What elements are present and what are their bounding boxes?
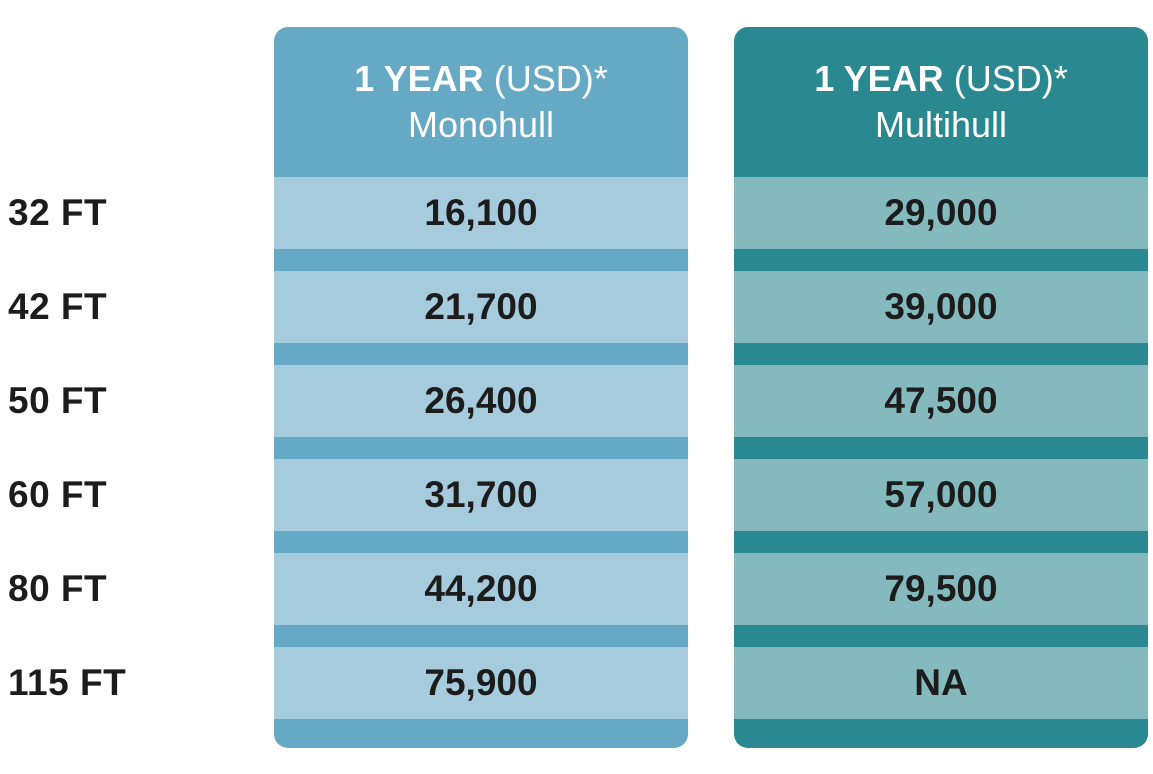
monohull-price-42ft: 21,700: [274, 271, 688, 343]
row-labels: 32 FT 42 FT 50 FT 60 FT 80 FT 115 FT: [0, 0, 250, 774]
multihull-header: 1 YEAR (USD)* Multihull: [734, 27, 1148, 177]
monohull-price-60ft: 31,700: [274, 459, 688, 531]
row-label-50ft: 50 FT: [8, 380, 108, 421]
monohull-header: 1 YEAR (USD)* Monohull: [274, 27, 688, 177]
multihull-price-42ft: 39,000: [734, 271, 1148, 343]
row-label-32ft: 32 FT: [8, 192, 108, 233]
monohull-price-50ft: 26,400: [274, 365, 688, 437]
monohull-price-32ft: 16,100: [274, 177, 688, 249]
multihull-column: 1 YEAR (USD)* Multihull 29,000 39,000 47…: [734, 27, 1148, 748]
monohull-price-115ft: 75,900: [274, 647, 688, 719]
monohull-header-period: 1 YEAR: [354, 58, 484, 99]
monohull-header-currency: (USD)*: [493, 58, 608, 99]
monohull-column: 1 YEAR (USD)* Monohull 16,100 21,700 26,…: [274, 27, 688, 748]
row-label-60ft: 60 FT: [8, 474, 108, 515]
multihull-price-32ft: 29,000: [734, 177, 1148, 249]
row-label-42ft: 42 FT: [8, 286, 108, 327]
multihull-header-currency: (USD)*: [953, 58, 1068, 99]
multihull-header-title: 1 YEAR (USD)*: [814, 56, 1067, 102]
multihull-price-80ft: 79,500: [734, 553, 1148, 625]
monohull-header-type: Monohull: [407, 104, 555, 145]
monohull-price-80ft: 44,200: [274, 553, 688, 625]
multihull-header-period: 1 YEAR: [814, 58, 944, 99]
multihull-price-50ft: 47,500: [734, 365, 1148, 437]
multihull-header-type: Multihull: [874, 104, 1008, 145]
multihull-price-60ft: 57,000: [734, 459, 1148, 531]
row-label-80ft: 80 FT: [8, 568, 108, 609]
multihull-price-115ft: NA: [734, 647, 1148, 719]
row-label-115ft: 115 FT: [8, 662, 127, 703]
monohull-header-title: 1 YEAR (USD)*: [354, 56, 607, 102]
